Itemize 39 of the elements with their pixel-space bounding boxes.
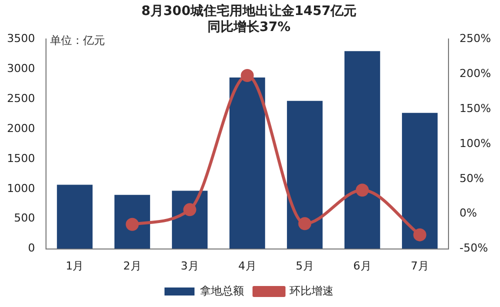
annotation: 单位：亿元 <box>50 34 105 48</box>
chart-title: 8月300城住宅用地出让金1457亿元 <box>141 3 357 20</box>
y-tick-label: 1500 <box>6 152 35 165</box>
y-tick-label: 2000 <box>6 122 35 135</box>
y-tick-label: 3500 <box>6 32 35 46</box>
point <box>240 69 254 82</box>
y-tick-label: 0 <box>28 242 35 255</box>
bar <box>229 78 266 249</box>
point <box>126 218 139 231</box>
bar <box>344 51 380 249</box>
bar <box>402 112 438 249</box>
y2-tick-label: -50% <box>460 242 488 255</box>
chart-subtitle: 同比增长37% <box>207 20 291 35</box>
x-tick-label: 5月 <box>296 259 314 272</box>
y-tick-label: 3000 <box>6 62 35 75</box>
y2-tick-label: 150% <box>460 102 492 115</box>
point <box>183 203 196 216</box>
y2-tick-label: 200% <box>460 66 492 80</box>
x-tick-label: 1月 <box>66 259 84 272</box>
bar <box>286 100 323 249</box>
point <box>298 217 312 230</box>
legend-label: 拿地总额 <box>200 284 244 298</box>
x-tick-label: 7月 <box>410 259 429 272</box>
legend-label: 环比增速 <box>290 284 334 298</box>
y2-tick-label: 250% <box>460 32 492 46</box>
x-tick-label: 6月 <box>353 259 372 272</box>
point <box>356 184 369 197</box>
y2-tick-label: 0% <box>460 206 478 220</box>
x-tick-label: 4月 <box>238 259 256 272</box>
y2-tick-label: 100% <box>460 136 492 150</box>
bar <box>114 194 150 249</box>
y-tick-label: 1000 <box>6 182 35 195</box>
y-tick-label: 2500 <box>6 92 35 105</box>
point <box>413 228 426 242</box>
x-tick-label: 3月 <box>180 259 199 272</box>
y-tick-label: 500 <box>14 212 35 225</box>
bar <box>56 184 93 249</box>
y2-tick-label: 50% <box>460 172 484 185</box>
x-tick-label: 2月 <box>123 259 142 272</box>
